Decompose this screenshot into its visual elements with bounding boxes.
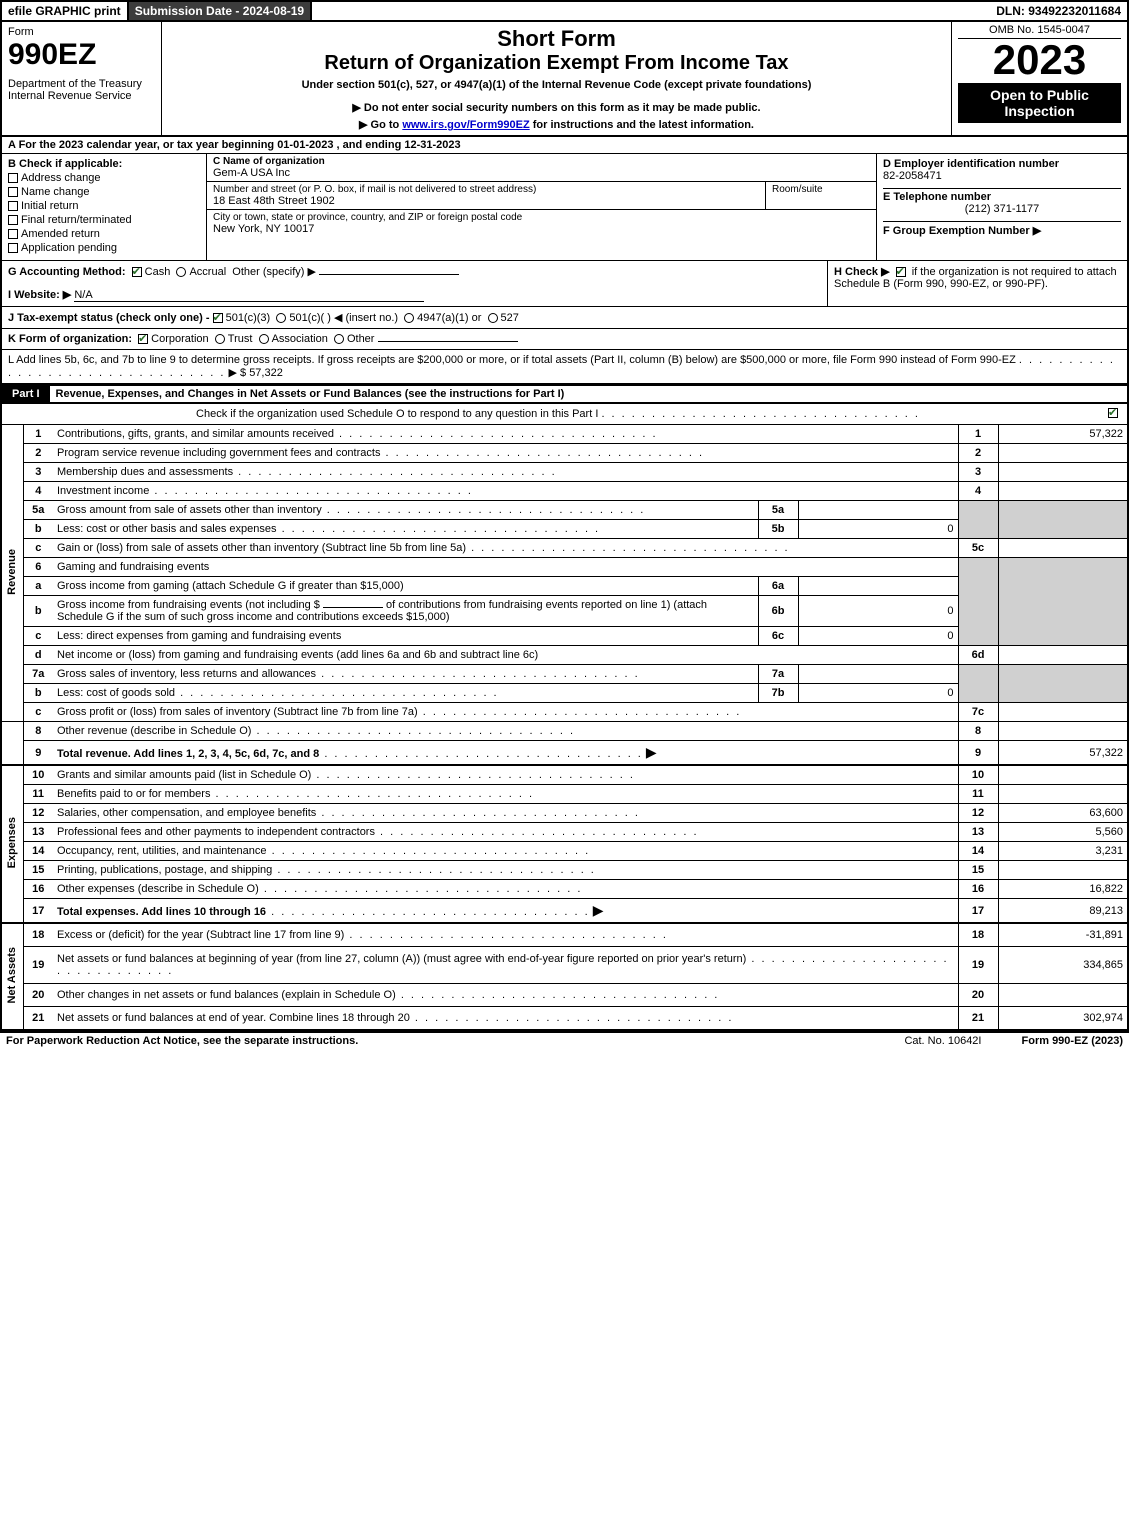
footer-form-ref: Form 990-EZ (2023) (1022, 1035, 1124, 1047)
irs-link[interactable]: www.irs.gov/Form990EZ (402, 119, 529, 131)
line-7c-value (998, 703, 1128, 722)
chk-schedule-o[interactable] (1108, 408, 1118, 418)
section-k-label: K Form of organization: (8, 333, 132, 345)
line-8-value (998, 722, 1128, 741)
line-17-value: 89,213 (998, 899, 1128, 924)
chk-initial-return[interactable] (8, 201, 18, 211)
line-6c-value: 0 (798, 627, 958, 646)
line-16-value: 16,822 (998, 880, 1128, 899)
dln-number: DLN: 93492232011684 (990, 2, 1127, 20)
line-5c-value (998, 539, 1128, 558)
submission-date: Submission Date - 2024-08-19 (129, 2, 312, 20)
dept-treasury: Department of the Treasury (8, 78, 155, 90)
line-6b-contrib-input[interactable] (323, 607, 383, 608)
chk-trust[interactable] (215, 334, 225, 344)
section-j-label: J Tax-exempt status (check only one) - (8, 312, 213, 324)
expenses-label: Expenses (6, 797, 18, 888)
part-1-tag: Part I (2, 386, 50, 402)
section-h-label: H Check ▶ (834, 266, 890, 278)
form-title-main: Return of Organization Exempt From Incom… (168, 52, 945, 75)
section-b-label: B Check if applicable: (8, 158, 200, 170)
line-6a-value (798, 577, 958, 596)
section-g-label: G Accounting Method: (8, 266, 126, 278)
line-3-value (998, 463, 1128, 482)
line-10-value (998, 765, 1128, 785)
section-e-label: E Telephone number (883, 191, 991, 203)
chk-final-return[interactable] (8, 215, 18, 225)
chk-527[interactable] (488, 313, 498, 323)
line-1-value: 57,322 (998, 425, 1128, 444)
section-l-arrow: ▶ $ (228, 367, 246, 379)
line-15-value (998, 861, 1128, 880)
part-1-title: Revenue, Expenses, and Changes in Net As… (56, 388, 565, 400)
section-f-label: F Group Exemption Number ▶ (883, 225, 1041, 237)
chk-association[interactable] (259, 334, 269, 344)
open-to-public: Open to Public Inspection (958, 83, 1121, 123)
line-13-value: 5,560 (998, 823, 1128, 842)
efile-print: efile GRAPHIC print (2, 2, 129, 20)
city-label: City or town, state or province, country… (213, 212, 870, 223)
chk-application-pending[interactable] (8, 243, 18, 253)
chk-address-change[interactable] (8, 173, 18, 183)
org-city: New York, NY 10017 (213, 223, 870, 235)
other-method-input[interactable] (319, 274, 459, 275)
line-18-value: -31,891 (998, 923, 1128, 947)
org-name: Gem-A USA Inc (213, 167, 870, 179)
footer-cat-no: Cat. No. 10642I (904, 1035, 981, 1047)
form-number: 990EZ (8, 38, 155, 72)
other-org-input[interactable] (378, 341, 518, 342)
chk-name-change[interactable] (8, 187, 18, 197)
internal-revenue-service: Internal Revenue Service (8, 90, 155, 102)
room-suite-label: Room/suite (772, 184, 870, 195)
line-4-value (998, 482, 1128, 501)
line-21-value: 302,974 (998, 1007, 1128, 1031)
line-6d-value (998, 646, 1128, 665)
line-5a-value (798, 501, 958, 520)
website-value: N/A (74, 289, 424, 302)
line-14-value: 3,231 (998, 842, 1128, 861)
tax-year: 2023 (958, 39, 1121, 81)
line-7b-value: 0 (798, 684, 958, 703)
ssn-warning: ▶ Do not enter social security numbers o… (168, 101, 945, 114)
chk-501c[interactable] (276, 313, 286, 323)
line-9-value: 57,322 (998, 741, 1128, 766)
section-a-period: A For the 2023 calendar year, or tax yea… (0, 137, 1129, 154)
street-label: Number and street (or P. O. box, if mail… (213, 184, 759, 195)
line-19-value: 334,865 (998, 947, 1128, 984)
section-i-label: I Website: ▶ (8, 289, 71, 301)
chk-corporation[interactable] (138, 334, 148, 344)
line-7a-value (798, 665, 958, 684)
form-title-short: Short Form (168, 26, 945, 52)
part-1-check-text: Check if the organization used Schedule … (196, 408, 598, 420)
section-l-text: L Add lines 5b, 6c, and 7b to line 9 to … (8, 354, 1016, 366)
revenue-label: Revenue (6, 529, 18, 615)
goto-line: ▶ Go to www.irs.gov/Form990EZ for instru… (168, 118, 945, 131)
chk-accrual[interactable] (176, 267, 186, 277)
chk-amended-return[interactable] (8, 229, 18, 239)
form-subtitle: Under section 501(c), 527, or 4947(a)(1)… (168, 79, 945, 91)
line-11-value (998, 785, 1128, 804)
part-1-table: Revenue 1 Contributions, gifts, grants, … (0, 425, 1129, 1031)
chk-other-org[interactable] (334, 334, 344, 344)
form-label: Form (8, 26, 155, 38)
org-street: 18 East 48th Street 1902 (213, 195, 759, 207)
gross-receipts-value: 57,322 (249, 367, 283, 379)
chk-cash[interactable] (132, 267, 142, 277)
chk-4947[interactable] (404, 313, 414, 323)
telephone-value: (212) 371-1177 (883, 203, 1121, 215)
line-20-value (998, 984, 1128, 1007)
net-assets-label: Net Assets (6, 927, 18, 1023)
section-d-label: D Employer identification number (883, 158, 1059, 170)
line-5b-value: 0 (798, 520, 958, 539)
ein-value: 82-2058471 (883, 170, 942, 182)
line-6b-value: 0 (798, 596, 958, 627)
line-2-value (998, 444, 1128, 463)
chk-501c3[interactable] (213, 313, 223, 323)
footer-left: For Paperwork Reduction Act Notice, see … (6, 1035, 358, 1047)
line-12-value: 63,600 (998, 804, 1128, 823)
section-c-name-label: C Name of organization (213, 156, 325, 167)
chk-schedule-b[interactable] (896, 267, 906, 277)
